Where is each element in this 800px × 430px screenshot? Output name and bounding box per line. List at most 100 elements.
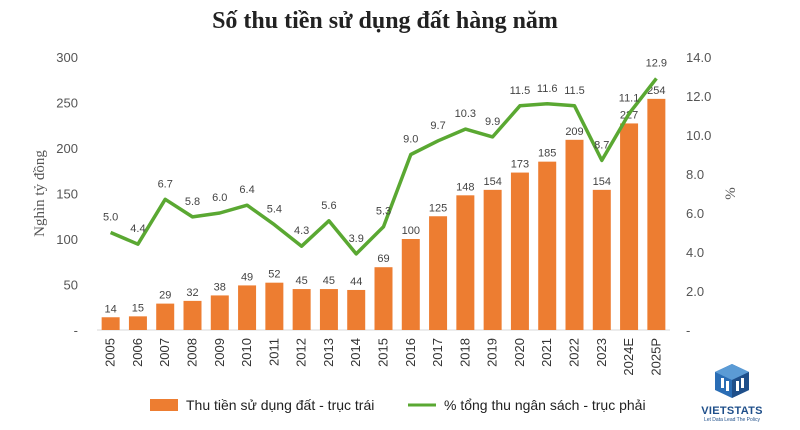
- bar-value-label: 254: [647, 85, 665, 97]
- x-tick-label: 2008: [185, 338, 200, 367]
- bar-value-label: 45: [323, 275, 335, 287]
- x-tick-label: 2013: [321, 338, 336, 367]
- y-left-tick-label: 100: [56, 232, 78, 247]
- line-value-label: 12.9: [646, 57, 667, 69]
- y-left-tick-label: 50: [64, 278, 78, 293]
- y-right-tick-label: 8.0: [686, 167, 704, 182]
- bar-value-label: 32: [186, 287, 198, 299]
- y-left-axis-label: Nghìn tỷ đồng: [32, 150, 48, 237]
- y-left-tick-label: -: [74, 323, 78, 338]
- bar: [483, 189, 502, 330]
- bar-value-label: 125: [429, 202, 447, 214]
- bar: [265, 282, 284, 330]
- bar-value-label: 44: [350, 276, 362, 288]
- bar: [647, 98, 666, 330]
- bar: [565, 139, 584, 330]
- bar-value-label: 29: [159, 290, 171, 302]
- y-right-tick-label: 14.0: [686, 50, 711, 65]
- x-tick-label: 2014: [348, 338, 363, 367]
- bar: [401, 239, 420, 330]
- line-value-label: 11.5: [564, 85, 585, 97]
- line-series-percent: [109, 77, 658, 256]
- line-value-label: 5.0: [103, 212, 118, 224]
- bar-value-label: 69: [377, 253, 389, 265]
- y-right-tick-label: 4.0: [686, 245, 704, 260]
- line-value-label: 9.9: [485, 116, 500, 128]
- legend-label-line: % tổng thu ngân sách - trục phải: [444, 397, 646, 413]
- bar-value-label: 38: [214, 281, 226, 293]
- y-left-tick-label: 200: [56, 141, 78, 156]
- x-tick-label: 2023: [594, 338, 609, 367]
- line-value-label: 5.3: [376, 206, 391, 218]
- bar-value-label: 185: [538, 148, 556, 160]
- y-right-axis-label: %: [723, 187, 739, 200]
- line-value-label: 10.3: [455, 108, 476, 120]
- logo-name: VIETSTATS: [701, 405, 763, 417]
- bar-value-label: 173: [511, 159, 529, 171]
- bar-value-label: 45: [296, 275, 308, 287]
- bar: [374, 267, 393, 330]
- bar-value-label: 148: [456, 181, 474, 193]
- x-tick-label: 2010: [239, 338, 254, 367]
- bar-value-label: 52: [268, 269, 280, 281]
- x-tick-label: 2011: [266, 338, 281, 366]
- bar: [538, 161, 557, 330]
- y-right-tick-label: 6.0: [686, 206, 704, 221]
- y-right-tick-label: -: [686, 323, 690, 338]
- x-tick-label: 2018: [457, 338, 472, 367]
- bar: [347, 289, 366, 330]
- bar: [238, 285, 257, 330]
- bar: [101, 317, 120, 330]
- line-value-label: 5.6: [321, 200, 336, 212]
- line-value-label: 4.4: [130, 223, 145, 235]
- x-tick-label: 2009: [212, 338, 227, 367]
- bar-value-label: 154: [483, 176, 501, 188]
- bar-value-label: 14: [105, 303, 117, 315]
- chart-title: Số thu tiền sử dụng đất hàng năm: [212, 8, 558, 34]
- bar: [319, 289, 338, 330]
- line-value-label: 11.5: [510, 85, 531, 97]
- y-left-tick-label: 250: [56, 96, 78, 111]
- x-tick-label: 2022: [567, 338, 582, 367]
- line-value-label: 3.9: [349, 233, 364, 245]
- line-value-label: 9.7: [430, 120, 445, 132]
- line-value-label: 9.0: [403, 134, 418, 146]
- bar-value-label: 209: [565, 126, 583, 138]
- x-tick-label: 2024E: [621, 338, 636, 376]
- bar: [620, 123, 639, 331]
- x-tick-label: 2017: [430, 338, 445, 367]
- legend-label-bar: Thu tiền sử dụng đất - trục trái: [186, 397, 374, 413]
- line-value-label: 6.4: [239, 184, 254, 196]
- x-tick-label: 2015: [376, 338, 391, 367]
- x-tick-label: 2021: [539, 338, 554, 367]
- line-value-label: 11.1: [619, 93, 640, 105]
- x-tick-label: 2019: [485, 338, 500, 367]
- y-left-tick-label: 300: [56, 50, 78, 65]
- y-right-tick-label: 2.0: [686, 284, 704, 299]
- bar-value-label: 15: [132, 302, 144, 314]
- bar-value-label: 154: [593, 176, 611, 188]
- bar: [156, 303, 175, 330]
- logo-cube-icon: [715, 364, 749, 398]
- bar: [510, 172, 529, 330]
- x-tick-label: 2025P: [648, 338, 663, 376]
- bar: [183, 300, 202, 330]
- line-value-label: 6.0: [212, 192, 227, 204]
- bar: [292, 289, 311, 330]
- line-value-label: 5.8: [185, 196, 200, 208]
- x-tick-label: 2016: [403, 338, 418, 367]
- bar-value-label: 49: [241, 271, 253, 283]
- line-value-label: 6.7: [158, 178, 173, 190]
- logo-tagline: Let Data Lead The Policy: [703, 417, 761, 423]
- x-tick-label: 2012: [294, 338, 309, 367]
- bar: [429, 216, 448, 330]
- x-tick-label: 2007: [157, 338, 172, 367]
- x-tick-label: 2005: [103, 338, 118, 367]
- x-tick-label: 2006: [130, 338, 145, 367]
- line-value-label: 11.6: [537, 83, 558, 95]
- line-value-label: 8.7: [594, 139, 609, 151]
- bar: [456, 195, 475, 330]
- bar: [128, 316, 147, 330]
